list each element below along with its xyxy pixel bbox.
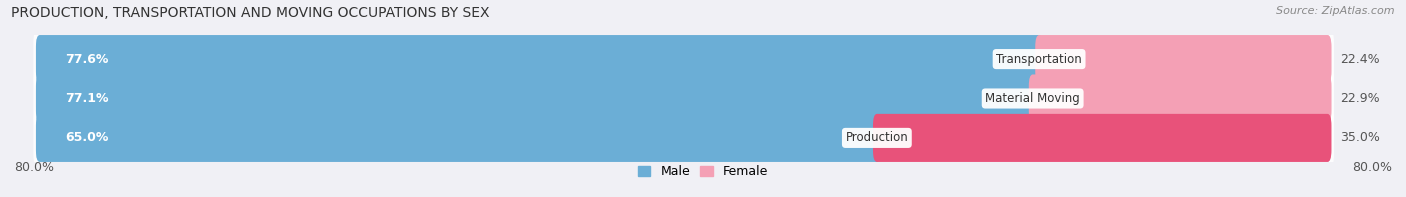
FancyBboxPatch shape: [1035, 35, 1331, 83]
Text: 35.0%: 35.0%: [1340, 131, 1381, 144]
Legend: Male, Female: Male, Female: [633, 160, 773, 183]
FancyBboxPatch shape: [37, 74, 1036, 123]
FancyBboxPatch shape: [34, 24, 1334, 94]
FancyBboxPatch shape: [37, 114, 880, 162]
Text: 80.0%: 80.0%: [1353, 161, 1392, 174]
FancyBboxPatch shape: [37, 35, 1043, 83]
Text: 77.6%: 77.6%: [66, 53, 108, 66]
FancyBboxPatch shape: [34, 103, 1334, 173]
FancyBboxPatch shape: [873, 114, 1331, 162]
Text: Transportation: Transportation: [997, 53, 1083, 66]
Text: 65.0%: 65.0%: [66, 131, 108, 144]
Text: Production: Production: [845, 131, 908, 144]
Text: Material Moving: Material Moving: [986, 92, 1080, 105]
FancyBboxPatch shape: [37, 74, 1036, 123]
Text: PRODUCTION, TRANSPORTATION AND MOVING OCCUPATIONS BY SEX: PRODUCTION, TRANSPORTATION AND MOVING OC…: [11, 6, 489, 20]
Text: 80.0%: 80.0%: [14, 161, 53, 174]
FancyBboxPatch shape: [37, 114, 880, 162]
Text: 77.1%: 77.1%: [66, 92, 110, 105]
FancyBboxPatch shape: [873, 114, 1331, 162]
Text: 22.9%: 22.9%: [1340, 92, 1381, 105]
Text: Source: ZipAtlas.com: Source: ZipAtlas.com: [1277, 6, 1395, 16]
FancyBboxPatch shape: [34, 64, 1334, 133]
FancyBboxPatch shape: [37, 35, 1043, 83]
FancyBboxPatch shape: [1035, 35, 1331, 83]
FancyBboxPatch shape: [1029, 74, 1331, 123]
FancyBboxPatch shape: [1029, 74, 1331, 123]
Text: 22.4%: 22.4%: [1340, 53, 1381, 66]
